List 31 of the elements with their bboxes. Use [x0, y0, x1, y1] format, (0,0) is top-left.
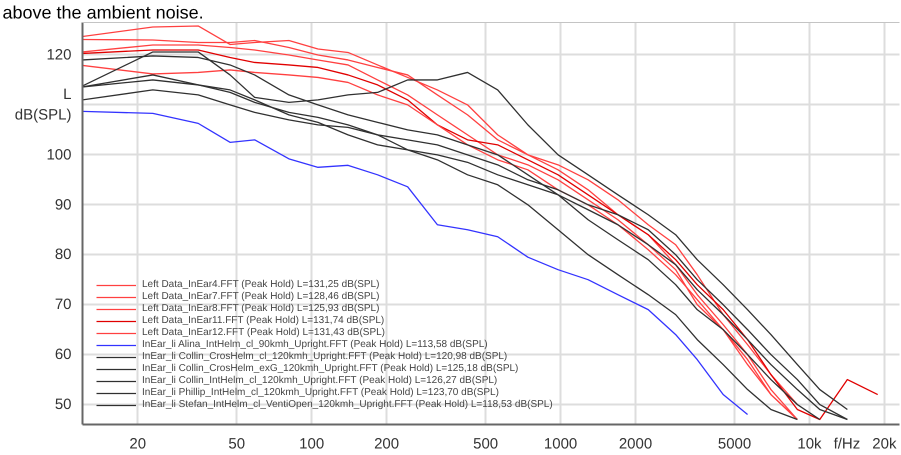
- x-tick-label: 1000: [544, 436, 578, 452]
- legend-label: Left Data_InEar8.FFT (Peak Hold) L=125,93 dB(SPL): [142, 303, 380, 314]
- y-tick-label: 120: [46, 46, 72, 64]
- legend-label: Left Data_InEar4.FFT (Peak Hold) L=131,25 dB(SPL): [142, 279, 380, 290]
- y-tick-label: 90: [54, 196, 72, 214]
- legend-label: Left Data_InEar11.FFT (Peak Hold) L=131,74 dB(SPL): [142, 315, 384, 326]
- y-tick-label: 50: [54, 396, 72, 414]
- x-tick-label: 200: [374, 436, 400, 452]
- x-tick-label: 5000: [718, 436, 752, 452]
- legend-label: InEar_li Collin_CrosHelm_exG_120kmh_Upright.FFT (Peak Hold) L=125,18 dB(SPL): [142, 363, 518, 374]
- x-tick-label: 2000: [618, 436, 652, 452]
- x-tick-label: 10k: [797, 436, 822, 452]
- x-tick-label: 500: [473, 436, 498, 452]
- x-tick-label: 20: [129, 436, 146, 452]
- legend-label: InEar_li Alina_IntHelm_cl_90kmh_Upright.FFT (Peak Hold) L=113,58 dB(SPL): [142, 339, 488, 350]
- y-tick-label: 100: [46, 146, 72, 164]
- y-tick-label: 60: [54, 346, 72, 364]
- y-tick-label: 80: [54, 246, 72, 264]
- legend-label: InEar_li Collin_IntHelm_cl_120kmh_Upright.FFT (Peak Hold) L=126,27 dB(SPL): [142, 375, 498, 386]
- annotation: above the ambient noise.: [2, 2, 204, 22]
- x-axis-title: f/Hz: [834, 436, 860, 452]
- y-axis-title: L dB(SPL): [14, 86, 72, 124]
- x-tick-label: 20k: [872, 436, 897, 452]
- y-tick-label: 70: [54, 296, 72, 314]
- x-tick-label: 50: [228, 436, 246, 452]
- legend-label: InEar_li Phillip_IntHelm_cl_120kmh_Upright.FFT (Peak Hold) L=123,70 dB(SPL): [142, 387, 499, 398]
- legend-label: InEar_li Stefan_IntHelm_cl_VentiOpen_120kmh_Upright.FFT (Peak Hold) L=118,53 dB(SPL): [142, 399, 553, 410]
- legend-label: InEar_li Collin_CrosHelm_cl_120kmh_Upright.FFT (Peak Hold) L=120,98 dB(SPL): [142, 351, 508, 362]
- x-tick-label: 100: [299, 436, 324, 452]
- legend-label: Left Data_InEar7.FFT (Peak Hold) L=128,46 dB(SPL): [142, 291, 380, 302]
- legend-label: Left Data_InEar12.FFT (Peak Hold) L=131,43 dB(SPL): [142, 327, 386, 338]
